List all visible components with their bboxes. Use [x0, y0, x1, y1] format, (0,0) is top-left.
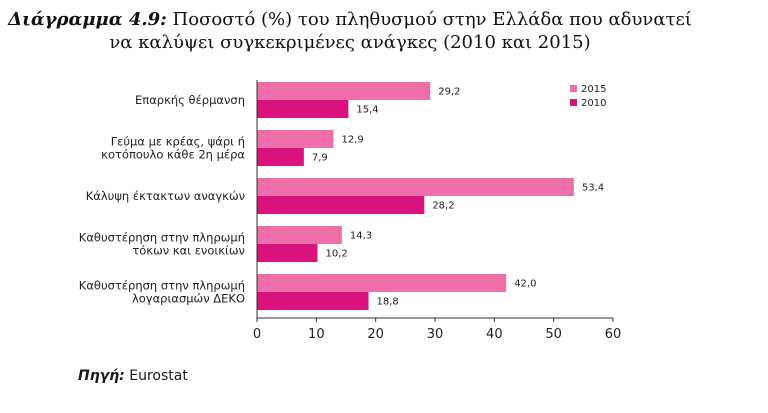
- data-label-2015-3: 53,4: [582, 183, 604, 194]
- chart-title-line-2: να καλύψει συγκεκριμένες ανάγκες (2010 κ…: [109, 32, 591, 53]
- legend-swatch-2015: [570, 85, 577, 92]
- x-tick-label-0: 0: [253, 327, 261, 342]
- category-label-5-line-2: λογαριασμών ΔΕΚΟ: [132, 292, 245, 306]
- category-label-4-line-1: Καθυστέρηση στην πληρωμή: [79, 231, 245, 245]
- data-label-2015-5: 42,0: [514, 279, 536, 290]
- legend-label-2015: 2015: [581, 84, 606, 95]
- bar-2010-5: [257, 292, 369, 310]
- x-tick-label-60: 60: [605, 327, 622, 342]
- data-label-2010-3: 28,2: [432, 201, 454, 212]
- data-label-2010-4: 10,2: [326, 249, 348, 260]
- bar-2015-2: [257, 130, 334, 148]
- x-tick-label-20: 20: [367, 327, 384, 342]
- x-tick-label-30: 30: [427, 327, 444, 342]
- data-label-2015-4: 14,3: [350, 231, 372, 242]
- bar-2010-1: [257, 100, 349, 118]
- chart-title-line-1: Διάγραμμα 4.9: Ποσοστό (%) του πληθυσμού…: [0, 8, 700, 31]
- chart-title-label: Διάγραμμα 4.9:: [8, 9, 167, 30]
- data-label-2010-5: 18,8: [377, 297, 399, 308]
- category-label-3: Κάλυψη έκτακτων αναγκών: [86, 189, 245, 203]
- x-tick-label-50: 50: [545, 327, 562, 342]
- category-label-1: Επαρκής θέρμανση: [135, 93, 245, 107]
- category-label-2-line-1: Γεύμα με κρέας, ψάρι ή: [111, 135, 245, 149]
- bar-2015-4: [257, 226, 342, 244]
- data-label-2010-1: 15,4: [356, 105, 378, 116]
- data-label-2015-1: 29,2: [438, 87, 460, 98]
- data-label-2010-2: 7,9: [312, 153, 328, 164]
- category-label-2-line-2: κοτόπουλο κάθε 2η μέρα: [101, 148, 245, 162]
- bar-2010-3: [257, 196, 425, 214]
- chart-title-text-1: Ποσοστό (%) του πληθυσμού στην Ελλάδα πο…: [172, 9, 692, 30]
- legend-swatch-2010: [570, 99, 577, 106]
- source-label: Πηγή:: [78, 368, 125, 384]
- x-tick-label-10: 10: [308, 327, 325, 342]
- source-value: Eurostat: [129, 368, 188, 384]
- x-tick-label-40: 40: [486, 327, 503, 342]
- bar-2010-2: [257, 148, 304, 166]
- chart-title: Διάγραμμα 4.9: Ποσοστό (%) του πληθυσμού…: [0, 8, 700, 54]
- data-label-2015-2: 12,9: [342, 135, 364, 146]
- bar-2010-4: [257, 244, 318, 262]
- legend-label-2010: 2010: [581, 98, 606, 109]
- category-label-4-line-2: τόκων και ενοικίων: [132, 244, 245, 258]
- bar-2015-5: [257, 274, 507, 292]
- bar-2015-1: [257, 82, 431, 100]
- category-label-5-line-1: Καθυστέρηση στην πληρωμή: [79, 279, 245, 293]
- source-note: Πηγή: Eurostat: [78, 368, 188, 384]
- bar-2015-3: [257, 178, 574, 196]
